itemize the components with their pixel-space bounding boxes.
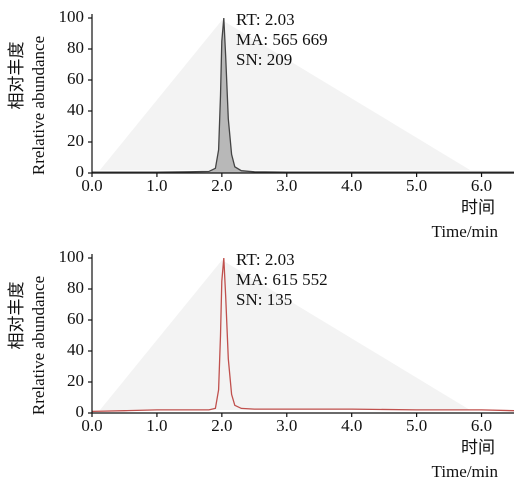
- x-label: Time/min: [432, 462, 499, 481]
- y-tick-label: 0: [76, 162, 85, 181]
- y-tick-label: 60: [67, 309, 84, 328]
- annotation: RT: 2.03: [236, 10, 295, 29]
- y-tick-label: 60: [67, 69, 84, 88]
- x-label: 时间: [461, 438, 495, 457]
- x-tick-label: 6.0: [471, 176, 492, 195]
- x-tick-label: 5.0: [406, 176, 427, 195]
- x-tick-label: 0.0: [81, 416, 102, 435]
- y-tick-label: 20: [67, 131, 84, 150]
- x-label: Time/min: [432, 222, 499, 241]
- x-tick-label: 0.0: [81, 176, 102, 195]
- y-tick-label: 40: [67, 340, 84, 359]
- x-tick-label: 4.0: [341, 176, 362, 195]
- x-label: 时间: [461, 198, 495, 217]
- y-label: 相对丰度: [7, 282, 26, 350]
- annotation: SN: 209: [236, 50, 292, 69]
- y-label: Rrelative abundance: [29, 36, 48, 175]
- x-tick-label: 3.0: [276, 416, 297, 435]
- background-shade: [100, 20, 470, 170]
- annotation: SN: 135: [236, 290, 292, 309]
- y-tick-label: 80: [67, 278, 84, 297]
- y-label: Rrelative abundance: [29, 276, 48, 415]
- y-tick-label: 0: [76, 402, 85, 421]
- annotation: RT: 2.03: [236, 250, 295, 269]
- line: [92, 17, 514, 173]
- y-tick-label: 40: [67, 100, 84, 119]
- x-tick-label: 2.0: [211, 416, 232, 435]
- x-tick-label: 3.0: [276, 176, 297, 195]
- x-tick-label: 2.0: [211, 176, 232, 195]
- y-label: 相对丰度: [7, 42, 26, 110]
- line: [91, 257, 515, 413]
- x-tick-label: 5.0: [406, 416, 427, 435]
- y-tick-label: 100: [59, 7, 85, 26]
- x-tick-label: 1.0: [146, 176, 167, 195]
- y-tick-label: 80: [67, 38, 84, 57]
- annotation: MA: 565 669: [236, 30, 328, 49]
- x-tick-label: 1.0: [146, 416, 167, 435]
- y-tick-label: 20: [67, 371, 84, 390]
- x-tick-label: 6.0: [471, 416, 492, 435]
- background-shade: [100, 260, 470, 410]
- annotation: MA: 615 552: [236, 270, 328, 289]
- x-tick-label: 4.0: [341, 416, 362, 435]
- y-tick-label: 100: [59, 247, 85, 266]
